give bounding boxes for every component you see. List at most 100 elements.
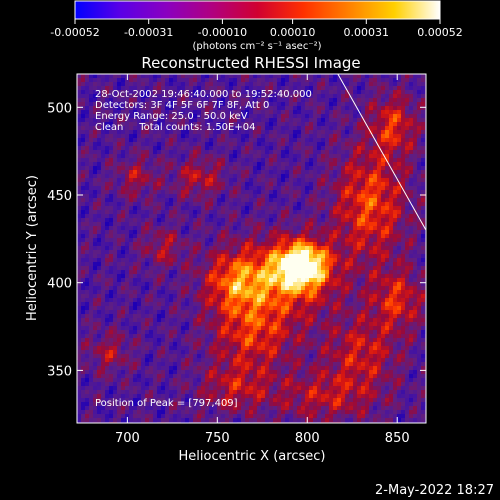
heatmap-cell <box>353 126 358 131</box>
heatmap-cell <box>201 118 206 123</box>
heatmap-cell <box>249 246 254 251</box>
heatmap-cell <box>241 194 246 199</box>
heatmap-cell <box>213 170 218 175</box>
heatmap-cell <box>381 134 386 139</box>
heatmap-cell <box>305 158 310 163</box>
heatmap-cell <box>385 202 390 207</box>
heatmap-cell <box>205 110 210 115</box>
heatmap-cell <box>297 190 302 195</box>
heatmap-cell <box>289 274 294 279</box>
heatmap-cell <box>129 126 134 131</box>
heatmap-cell <box>181 102 186 107</box>
heatmap-cell <box>97 246 102 251</box>
heatmap-cell <box>213 242 218 247</box>
heatmap-cell <box>137 146 142 151</box>
heatmap-cell <box>277 274 282 279</box>
heatmap-cell <box>117 134 122 139</box>
heatmap-cell <box>109 142 114 147</box>
heatmap-cell <box>277 226 282 231</box>
heatmap-cell <box>105 294 110 299</box>
heatmap-cell <box>357 254 362 259</box>
heatmap-cell <box>157 246 162 251</box>
heatmap-cell <box>105 90 110 95</box>
heatmap-cell <box>409 130 414 135</box>
heatmap-cell <box>285 154 290 159</box>
heatmap-cell <box>321 234 326 239</box>
heatmap-cell <box>353 90 358 95</box>
heatmap-cell <box>297 238 302 243</box>
heatmap-cell <box>161 262 166 267</box>
heatmap-cell <box>389 154 394 159</box>
heatmap-cell <box>413 146 418 151</box>
heatmap-cell <box>421 122 426 127</box>
heatmap-cell <box>397 278 402 283</box>
colorbar-tick-label: 0.00010 <box>270 26 316 39</box>
heatmap-cell <box>397 202 402 207</box>
heatmap-cell <box>85 114 90 119</box>
heatmap-cell <box>81 126 86 131</box>
heatmap-cell <box>409 258 414 263</box>
heatmap-cell <box>265 98 270 103</box>
heatmap-cell <box>161 246 166 251</box>
heatmap-cell <box>77 158 82 163</box>
heatmap-cell <box>241 118 246 123</box>
heatmap-cell <box>177 166 182 171</box>
heatmap-cell <box>237 222 242 227</box>
heatmap-cell <box>325 142 330 147</box>
heatmap-cell <box>193 278 198 283</box>
heatmap-cell <box>281 274 286 279</box>
heatmap-cell <box>249 202 254 207</box>
heatmap-cell <box>373 274 378 279</box>
heatmap-cell <box>121 118 126 123</box>
heatmap-cell <box>161 290 166 295</box>
heatmap-cell <box>277 158 282 163</box>
heatmap-cell <box>361 294 366 299</box>
heatmap-cell <box>329 150 334 155</box>
heatmap-cell <box>353 242 358 247</box>
heatmap-cell <box>121 190 126 195</box>
heatmap-cell <box>181 122 186 127</box>
heatmap-cell <box>149 282 154 287</box>
heatmap-cell <box>185 162 190 167</box>
heatmap-cell <box>381 114 386 119</box>
heatmap-cell <box>93 134 98 139</box>
heatmap-cell <box>369 110 374 115</box>
heatmap-cell <box>129 258 134 263</box>
heatmap-cell <box>185 270 190 275</box>
heatmap-cell <box>329 206 334 211</box>
heatmap-cell <box>253 278 258 283</box>
heatmap-cell <box>317 206 322 211</box>
heatmap-cell <box>229 258 234 263</box>
heatmap-cell <box>113 178 118 183</box>
heatmap-cell <box>313 218 318 223</box>
heatmap-cell <box>181 114 186 119</box>
heatmap-cell <box>277 78 282 83</box>
heatmap-cell <box>369 114 374 119</box>
heatmap-cell <box>293 110 298 115</box>
heatmap-cell <box>89 226 94 231</box>
heatmap-cell <box>329 198 334 203</box>
heatmap-cell <box>381 222 386 227</box>
heatmap-cell <box>213 278 218 283</box>
heatmap-cell <box>341 278 346 283</box>
heatmap-cell <box>277 234 282 239</box>
heatmap-cell <box>165 90 170 95</box>
heatmap-cell <box>397 154 402 159</box>
heatmap-cell <box>233 142 238 147</box>
heatmap-cell <box>229 90 234 95</box>
heatmap-cell <box>369 94 374 99</box>
heatmap-cell <box>153 298 158 303</box>
heatmap-cell <box>325 190 330 195</box>
heatmap-cell <box>93 126 98 131</box>
heatmap-cell <box>97 150 102 155</box>
heatmap-cell <box>389 270 394 275</box>
heatmap-cell <box>357 246 362 251</box>
heatmap-cell <box>373 86 378 91</box>
heatmap-cell <box>221 178 226 183</box>
heatmap-cell <box>245 274 250 279</box>
heatmap-cell <box>417 214 422 219</box>
heatmap-cell <box>193 194 198 199</box>
heatmap-cell <box>141 238 146 243</box>
heatmap-cell <box>197 74 202 79</box>
heatmap-cell <box>253 142 258 147</box>
